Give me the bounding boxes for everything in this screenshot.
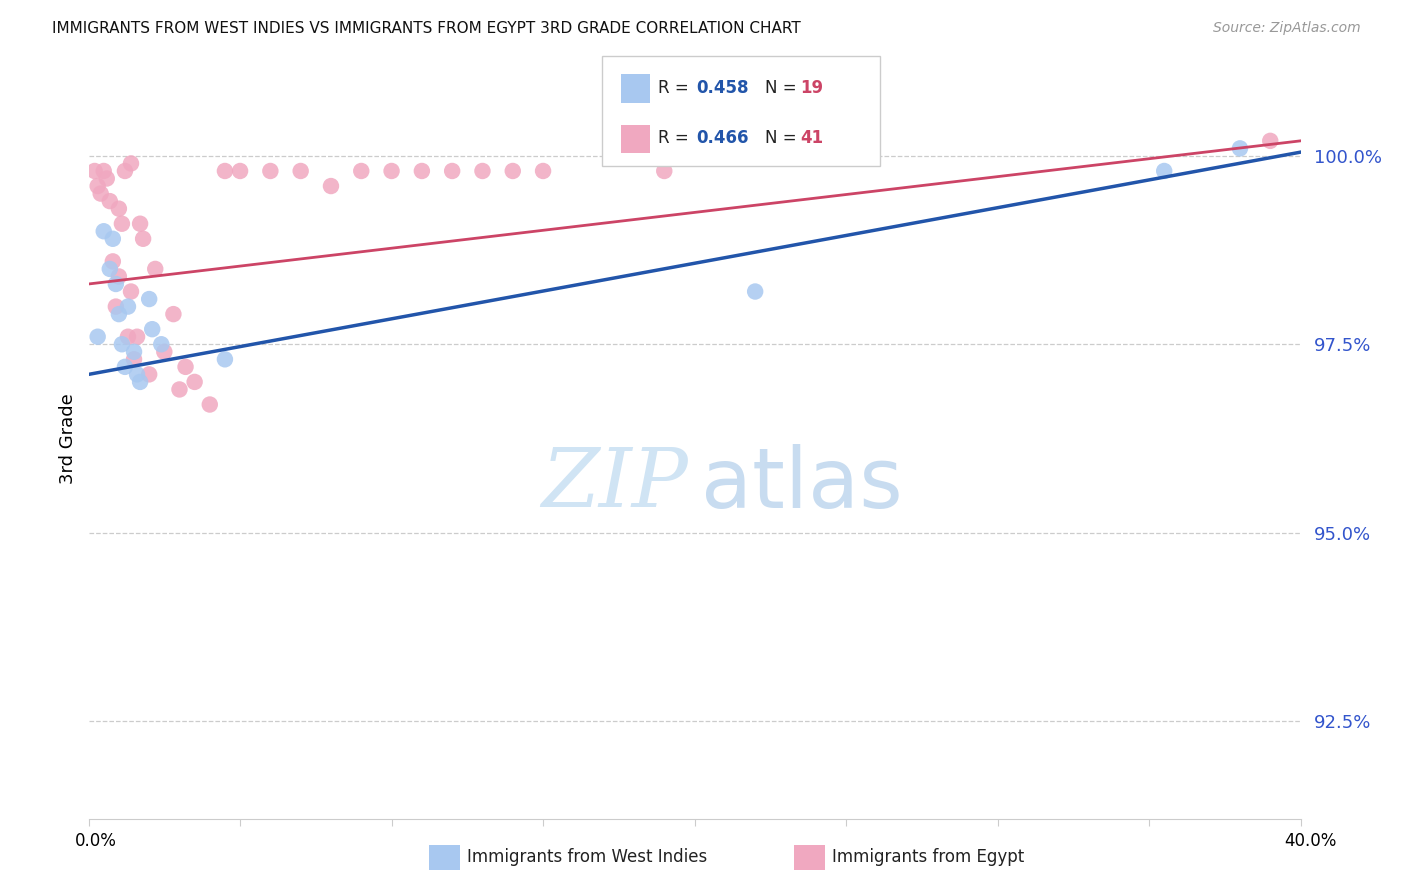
Point [350, 164, 373, 178]
Point [108, 202, 131, 216]
Point [169, 383, 191, 397]
Text: 40.0%: 40.0% [1284, 831, 1337, 849]
Point [141, 322, 163, 336]
Text: IMMIGRANTS FROM WEST INDIES VS IMMIGRANTS FROM EGYPT 3RD GRADE CORRELATION CHART: IMMIGRANTS FROM WEST INDIES VS IMMIGRANT… [52, 21, 801, 36]
Point [83, 164, 105, 178]
Text: 0.458: 0.458 [696, 79, 748, 97]
Point [111, 337, 134, 351]
Text: Immigrants from West Indies: Immigrants from West Indies [467, 848, 707, 866]
Point [122, 352, 145, 367]
Point [214, 164, 236, 178]
Point [380, 164, 404, 178]
Point [122, 344, 145, 359]
Point [104, 300, 127, 314]
Point [120, 156, 142, 170]
Point [1153, 164, 1175, 178]
Text: R =: R = [658, 79, 695, 97]
Point [108, 269, 131, 284]
Point [101, 254, 124, 268]
Point [411, 164, 433, 178]
Text: N =: N = [765, 79, 801, 97]
Point [153, 344, 176, 359]
Point [652, 164, 675, 178]
Text: 0.0%: 0.0% [75, 831, 117, 849]
Text: 19: 19 [800, 79, 823, 97]
Point [120, 285, 142, 299]
Point [290, 164, 312, 178]
Text: Immigrants from Egypt: Immigrants from Egypt [832, 848, 1025, 866]
Point [1229, 141, 1251, 155]
Point [441, 164, 464, 178]
Point [138, 368, 160, 382]
Point [162, 307, 184, 321]
Point [108, 307, 131, 321]
Point [86, 179, 108, 194]
Point [93, 164, 115, 178]
Point [96, 171, 118, 186]
Point [471, 164, 494, 178]
Point [150, 337, 173, 351]
Point [1258, 134, 1281, 148]
Point [259, 164, 281, 178]
Text: atlas: atlas [700, 443, 903, 524]
Y-axis label: 3rd Grade: 3rd Grade [59, 393, 77, 483]
Point [214, 352, 236, 367]
Point [114, 359, 136, 374]
Point [125, 368, 148, 382]
Point [138, 292, 160, 306]
Point [117, 300, 139, 314]
Point [90, 186, 112, 201]
Text: N =: N = [765, 129, 801, 147]
Point [319, 179, 342, 194]
Text: ZIP: ZIP [541, 444, 689, 524]
Point [93, 224, 115, 238]
Point [104, 277, 127, 291]
Point [129, 217, 152, 231]
Text: 41: 41 [800, 129, 823, 147]
Text: R =: R = [658, 129, 695, 147]
Point [174, 359, 197, 374]
Point [101, 232, 124, 246]
Point [143, 261, 166, 276]
Point [125, 329, 148, 343]
Point [111, 217, 134, 231]
Point [502, 164, 524, 178]
Point [114, 164, 136, 178]
Point [198, 397, 221, 411]
Point [183, 375, 205, 389]
Text: 0.466: 0.466 [696, 129, 748, 147]
Point [129, 375, 152, 389]
Text: Source: ZipAtlas.com: Source: ZipAtlas.com [1213, 21, 1361, 35]
Point [229, 164, 252, 178]
Point [86, 329, 108, 343]
Point [98, 194, 121, 208]
Point [117, 329, 139, 343]
Point [531, 164, 554, 178]
Point [744, 285, 766, 299]
Point [98, 261, 121, 276]
Point [132, 232, 155, 246]
